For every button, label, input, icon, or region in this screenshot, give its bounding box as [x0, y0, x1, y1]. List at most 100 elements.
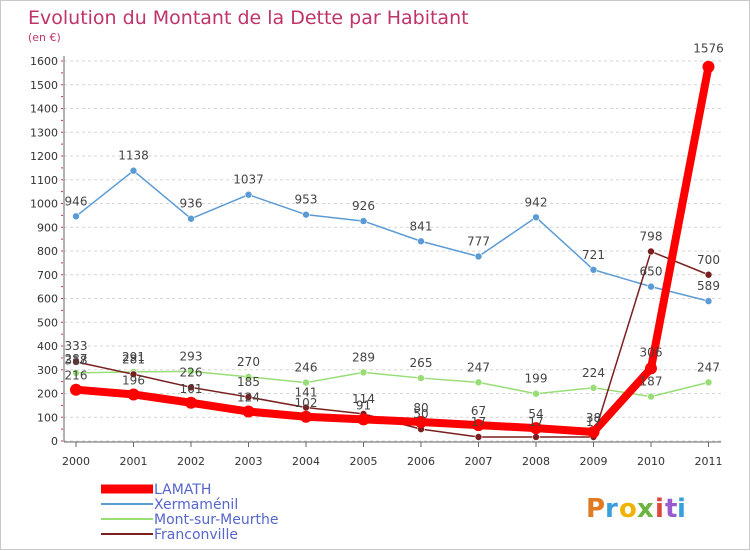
data-point: [244, 190, 253, 199]
data-point: [702, 60, 715, 73]
chart-subtitle: (en €): [28, 31, 61, 44]
data-label: 226: [180, 365, 203, 379]
data-label: 589: [697, 279, 720, 293]
data-label: 124: [237, 391, 260, 405]
y-tick-label: 1600: [30, 55, 58, 68]
x-tick-label: 2002: [177, 455, 205, 468]
data-point: [647, 282, 655, 291]
data-point: [70, 383, 82, 396]
data-label: 946: [65, 194, 88, 208]
data-label: 1138: [118, 149, 149, 163]
x-tick-label: 2003: [235, 455, 263, 468]
data-label: 306: [640, 345, 663, 359]
data-label: 199: [525, 372, 548, 386]
data-label: 926: [352, 199, 375, 213]
data-point: [532, 433, 540, 441]
x-tick-label: 2007: [465, 455, 493, 468]
data-point: [359, 368, 368, 377]
x-tick-label: 2004: [292, 455, 320, 468]
y-tick-label: 700: [37, 269, 58, 282]
data-point: [530, 422, 542, 435]
y-tick-label: 1200: [30, 150, 58, 163]
data-label: 38: [586, 411, 601, 425]
data-point: [589, 383, 598, 392]
y-tick-label: 1100: [30, 174, 58, 187]
data-labels: 216 196 161 124 102 91 80 67 54 38 306 1576 946 1138 9…: [65, 42, 724, 429]
y-tick-label: 800: [37, 245, 58, 258]
data-label: 281: [122, 352, 145, 366]
data-point: [72, 358, 80, 366]
data-label: 650: [640, 265, 663, 279]
y-tick-label: 300: [37, 364, 58, 377]
data-label: 141: [295, 386, 318, 400]
legend-label: Xermaménil: [154, 497, 238, 513]
data-point: [417, 374, 425, 382]
x-tick-label: 2006: [407, 455, 435, 468]
data-label: 289: [352, 350, 375, 364]
logo-letter: r: [605, 494, 618, 524]
y-tick-label: 200: [37, 388, 58, 401]
y-tick-label: 900: [37, 221, 58, 234]
data-point: [415, 416, 427, 428]
axes: 0 100 200 300 400 500 600 700 800 900 1000 1100 1200…: [30, 55, 723, 468]
legend: LAMATHXermaménilMont-sur-MeurtheFranconv…: [101, 482, 278, 543]
series-line-mont-sur-meurthe: [75, 370, 710, 398]
logo-letter: P: [586, 494, 605, 524]
data-point: [704, 297, 713, 305]
series-layer: [70, 60, 715, 441]
data-label: 1037: [233, 173, 264, 187]
data-label: 246: [295, 361, 318, 375]
data-label: 318: [65, 353, 88, 367]
series-line-xermaménil: [75, 169, 710, 302]
data-label: 187: [640, 375, 663, 389]
x-tick-label: 2001: [120, 455, 148, 468]
data-point: [72, 369, 80, 377]
data-point: [244, 393, 253, 401]
data-point: [589, 265, 598, 274]
data-point: [187, 383, 195, 392]
data-label: 67: [471, 404, 486, 418]
data-point: [244, 373, 253, 381]
data-point: [474, 378, 483, 387]
y-tick-label: 0: [51, 435, 58, 448]
data-label: 265: [410, 356, 433, 370]
y-tick-label: 500: [37, 316, 58, 329]
data-label: 287: [65, 352, 88, 366]
data-point: [300, 410, 312, 423]
data-label: 777: [467, 234, 490, 248]
data-point: [647, 247, 655, 256]
logo-letter: x: [637, 494, 654, 524]
x-tick-label: 2000: [62, 455, 90, 468]
data-label: 17: [528, 415, 543, 429]
data-label: 224: [582, 366, 605, 380]
data-point: [474, 252, 483, 261]
legend-label: LAMATH: [154, 482, 211, 498]
data-point: [302, 210, 310, 219]
data-label: 216: [65, 369, 88, 383]
data-label: 291: [122, 350, 145, 364]
data-point: [187, 367, 195, 376]
data-label: 196: [122, 373, 145, 387]
data-label: 333: [65, 339, 88, 353]
data-point: [417, 237, 425, 246]
legend-label: Mont-sur-Meurthe: [154, 512, 278, 528]
data-label: 17: [586, 415, 601, 429]
data-label: 798: [640, 229, 663, 243]
logo-letter: o: [619, 494, 637, 524]
data-label: 185: [237, 375, 260, 389]
x-tick-label: 2008: [522, 455, 550, 468]
y-tick-label: 1000: [30, 198, 58, 211]
data-label: 721: [582, 248, 605, 262]
data-point: [129, 166, 138, 175]
y-tick-label: 1500: [30, 79, 58, 92]
data-point: [474, 433, 483, 441]
data-point: [704, 378, 713, 387]
y-tick-label: 1400: [30, 103, 58, 116]
data-label: 80: [413, 401, 428, 415]
data-point: [185, 396, 197, 409]
y-tick-label: 100: [37, 411, 58, 424]
grid: [64, 60, 721, 442]
